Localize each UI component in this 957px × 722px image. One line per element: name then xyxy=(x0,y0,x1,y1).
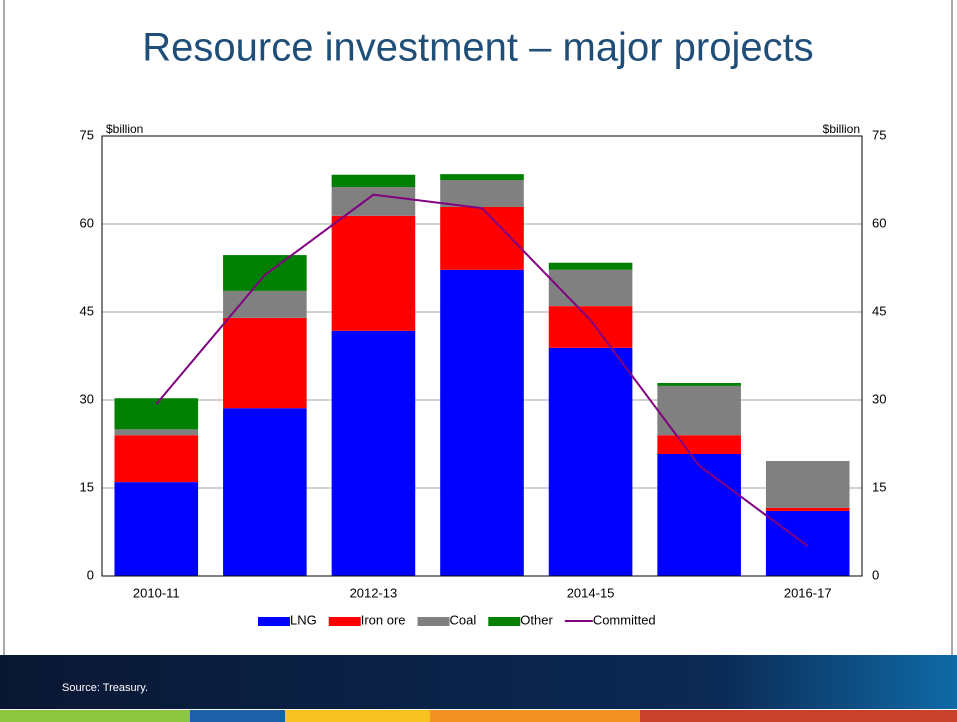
bar-segment xyxy=(223,290,307,318)
bar-segment xyxy=(331,174,416,188)
bar-segment xyxy=(331,215,416,331)
y-axis-label: $billion xyxy=(106,122,143,136)
bar-segment xyxy=(114,435,199,483)
source: Source: Treasury. xyxy=(62,682,148,694)
bar-segment xyxy=(331,187,416,216)
x-tick-label: 2014-15 xyxy=(567,585,615,600)
y-tick-label: 30 xyxy=(80,391,94,406)
x-tick-label: 2010-11 xyxy=(133,585,180,600)
bar-segment xyxy=(223,255,307,291)
strip xyxy=(430,710,640,722)
y-tick-label: 0 xyxy=(87,567,94,582)
y2-tick-label: 45 xyxy=(872,303,886,318)
y2-tick-label: 60 xyxy=(872,215,886,230)
plot-frame xyxy=(101,135,863,577)
bar-segment xyxy=(114,429,199,436)
bar-segment xyxy=(440,180,524,207)
bar-segment xyxy=(657,453,741,576)
legend-swatch xyxy=(258,617,290,626)
bar-segment xyxy=(657,382,741,386)
legend-label: Iron ore xyxy=(361,612,406,627)
strip xyxy=(0,710,190,722)
bar-segment xyxy=(765,510,850,576)
y2-tick-label: 0 xyxy=(872,567,879,582)
legend-swatch xyxy=(488,617,521,626)
x-tick-label: 2012-13 xyxy=(350,585,398,600)
bar-segment xyxy=(440,206,524,270)
strip xyxy=(285,710,430,722)
x-tick-label: 2016-17 xyxy=(784,585,832,600)
legend-swatch xyxy=(417,617,450,626)
bar-segment xyxy=(223,317,307,409)
legend-label: Coal xyxy=(450,612,477,627)
bar-segment xyxy=(114,482,199,576)
y2-tick-label: 15 xyxy=(872,479,886,494)
strip xyxy=(190,710,285,722)
y2-axis-label: $billion xyxy=(823,122,860,136)
bar-segment xyxy=(548,262,633,270)
footer-band xyxy=(0,655,957,709)
legend-swatch xyxy=(328,617,361,626)
legend-label: Committed xyxy=(593,612,656,627)
bar-segment xyxy=(548,347,633,576)
strip xyxy=(640,710,957,722)
y-tick-label: 45 xyxy=(80,303,94,318)
y2-tick-label: 75 xyxy=(872,127,886,142)
bar-segment xyxy=(548,306,633,348)
y-tick-label: 75 xyxy=(80,127,94,142)
bar-segment xyxy=(765,507,850,511)
y2-tick-label: 30 xyxy=(872,391,886,406)
bar-segment xyxy=(657,435,741,454)
bar-segment xyxy=(223,408,307,576)
bar-segment xyxy=(440,174,524,180)
line-series xyxy=(155,193,809,547)
chart-title: Resource investment – major projects xyxy=(142,26,813,70)
bar-segment xyxy=(440,269,524,576)
bar-segment xyxy=(765,461,850,508)
legend-label: LNG xyxy=(290,612,317,627)
y-tick-label: 60 xyxy=(80,215,94,230)
bar-segment xyxy=(548,269,633,307)
legend-label: Other xyxy=(520,612,553,627)
bar-segment xyxy=(331,330,416,576)
y-tick-label: 15 xyxy=(80,479,94,494)
